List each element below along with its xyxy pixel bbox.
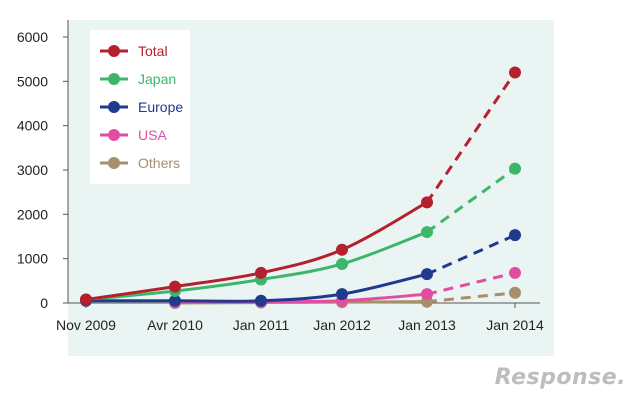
y-tick-label: 3000	[17, 162, 48, 178]
data-point-total	[255, 266, 267, 279]
x-tick-label: Avr 2010	[147, 317, 203, 333]
series-line-dashed-total	[425, 71, 517, 204]
x-tick-label: Jan 2012	[313, 317, 371, 333]
legend-label-japan: Japan	[138, 71, 176, 87]
data-point-europe	[255, 294, 267, 307]
data-point-others	[509, 286, 521, 299]
y-tick-label: 1000	[17, 251, 48, 267]
series-layer	[80, 66, 521, 309]
legend-marker-others	[108, 157, 120, 169]
x-tick-label: Jan 2013	[398, 317, 456, 333]
data-point-usa	[509, 266, 521, 279]
legend-label-total: Total	[138, 43, 168, 59]
y-tick-label: 2000	[17, 206, 48, 222]
series-line-dashed-europe	[426, 233, 516, 276]
axes: 0 1000 2000 3000 4000 5000 6000 Nov 2009 Avr 201…	[17, 20, 544, 333]
data-point-total	[509, 66, 521, 79]
legend-marker-europe	[108, 101, 120, 113]
y-tick-label: 5000	[17, 73, 48, 89]
data-point-total	[169, 280, 181, 293]
data-point-europe	[336, 288, 348, 301]
data-point-japan	[336, 257, 348, 270]
x-tick-label: Jan 2014	[486, 317, 544, 333]
y-tick-label: 6000	[17, 29, 48, 45]
x-tick-label: Jan 2011	[233, 317, 290, 333]
y-tick-label: 4000	[17, 118, 48, 134]
data-point-usa	[421, 288, 433, 301]
data-point-total	[421, 196, 433, 209]
data-point-europe	[509, 229, 521, 242]
legend-marker-total	[108, 45, 120, 57]
legend: Total Japan Europe USA Others	[90, 30, 190, 184]
legend-marker-japan	[108, 73, 120, 85]
legend-label-usa: USA	[138, 127, 167, 143]
data-point-japan	[509, 162, 521, 175]
data-point-europe	[169, 294, 181, 307]
data-point-europe	[421, 268, 433, 281]
y-tick-label: 0	[40, 295, 48, 311]
legend-label-others: Others	[138, 155, 180, 171]
legend-marker-usa	[108, 129, 120, 141]
legend-label-europe: Europe	[138, 99, 183, 115]
watermark-logo: Response.	[494, 365, 626, 390]
x-tick-label: Nov 2009	[56, 317, 116, 333]
data-point-total	[336, 243, 348, 256]
series-line-dashed-japan	[426, 167, 516, 234]
data-point-total	[80, 293, 92, 306]
data-point-japan	[421, 226, 433, 239]
